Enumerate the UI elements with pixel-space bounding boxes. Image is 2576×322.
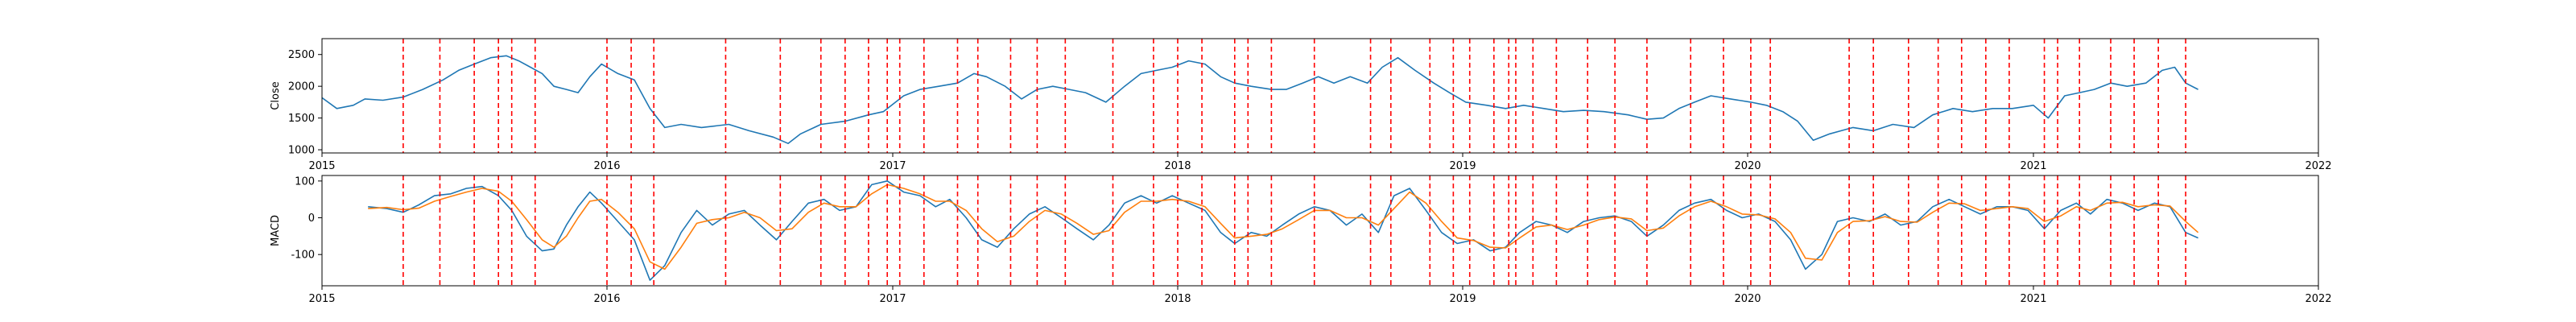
signal-series-line (368, 184, 2199, 270)
x-tick-label: 2019 (1449, 160, 1476, 172)
x-tick-label: 2021 (2020, 160, 2046, 172)
y-axis-label: Close (270, 81, 282, 109)
x-tick-label: 2018 (1164, 293, 1191, 305)
x-tick-label: 2016 (593, 293, 620, 305)
axes-frame (321, 175, 2319, 287)
close-price-panel: 2015 2016 2017 2018 2019 2020 2021 2022 1000 1500… (270, 38, 2332, 172)
x-tick-label: 2022 (2305, 160, 2331, 172)
x-tick-label: 2022 (2305, 293, 2331, 305)
plot-area (368, 175, 2199, 286)
y-tick-label: -100 (291, 250, 315, 262)
y-tick-label: 100 (295, 175, 315, 188)
y-tick-label: 0 (308, 213, 315, 225)
x-tick-label: 2015 (308, 293, 335, 305)
y-axis-label: MACD (270, 215, 282, 246)
x-tick-label: 2021 (2020, 293, 2046, 305)
x-tick-label: 2017 (879, 293, 906, 305)
y-tick-label: 1000 (288, 145, 315, 157)
y-tick-label: 1500 (288, 113, 315, 125)
x-tick-label: 2018 (1164, 160, 1191, 172)
x-tick-label: 2015 (308, 160, 335, 172)
x-tick-label: 2017 (879, 160, 906, 172)
macd-panel: 2015 2016 2017 2018 2019 2020 2021 2022 -100 0 100… (270, 175, 2332, 305)
axes-frame (321, 38, 2319, 154)
x-tick-label: 2020 (1734, 160, 1761, 172)
x-tick-label: 2019 (1449, 293, 1476, 305)
y-tick-label: 2500 (288, 49, 315, 61)
x-tick-label: 2020 (1734, 293, 1761, 305)
x-tick-label: 2016 (593, 160, 620, 172)
y-tick-label: 2000 (288, 81, 315, 93)
plot-area (322, 39, 2198, 153)
